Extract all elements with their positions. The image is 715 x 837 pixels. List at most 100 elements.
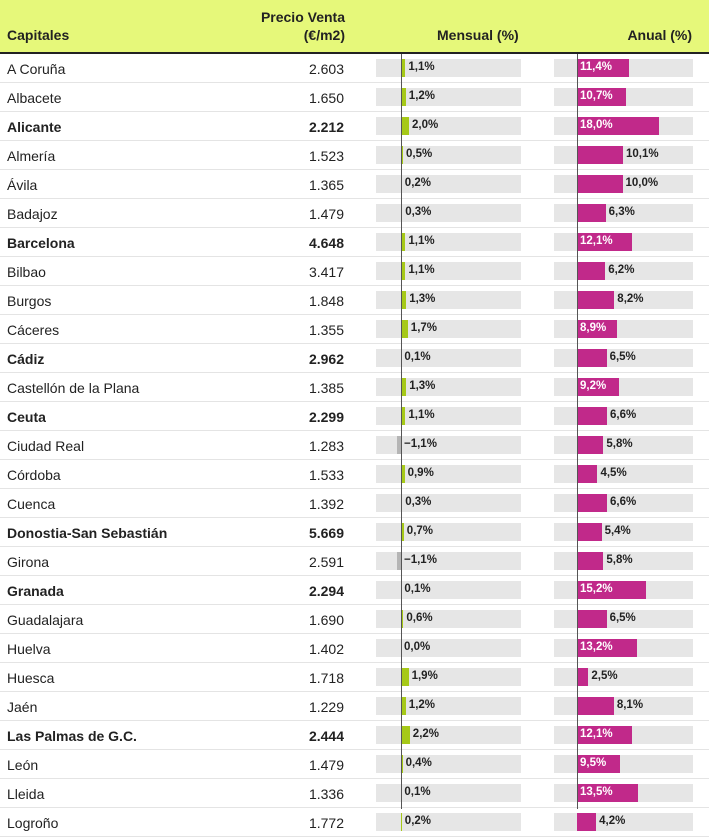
anual-label: 10,1% bbox=[626, 148, 659, 160]
anual-label: 12,1% bbox=[580, 728, 613, 740]
mensual-label: 0,0% bbox=[404, 641, 430, 653]
anual-bar bbox=[577, 610, 607, 628]
capital-name: Lleida bbox=[7, 786, 44, 802]
mensual-label: 1,1% bbox=[408, 235, 434, 247]
anual-bar bbox=[577, 436, 603, 454]
mensual-track: 1,3% bbox=[376, 378, 521, 396]
capital-name: Jaén bbox=[7, 699, 37, 715]
precio-venta: 1.479 bbox=[309, 757, 344, 773]
mensual-track: 0,7% bbox=[376, 523, 521, 541]
anual-bar bbox=[577, 262, 605, 280]
mensual-bar bbox=[401, 726, 410, 744]
mensual-track: −1,1% bbox=[376, 552, 521, 570]
anual-label: 4,5% bbox=[600, 467, 626, 479]
header-mensual: Mensual (%) bbox=[437, 27, 519, 43]
mensual-track: 1,2% bbox=[376, 88, 521, 106]
mensual-label: 1,2% bbox=[409, 699, 435, 711]
anual-track: 18,0% bbox=[554, 117, 693, 135]
anual-track: 10,0% bbox=[554, 175, 693, 193]
capital-name: Cáceres bbox=[7, 322, 59, 338]
anual-bar bbox=[577, 465, 597, 483]
mensual-label: 0,3% bbox=[405, 496, 431, 508]
mensual-track: 0,1% bbox=[376, 581, 521, 599]
mensual-track: 0,5% bbox=[376, 146, 521, 164]
anual-label: 12,1% bbox=[580, 235, 613, 247]
anual-label: 5,8% bbox=[606, 554, 632, 566]
capital-name: Las Palmas de G.C. bbox=[7, 728, 137, 744]
capital-name: Logroño bbox=[7, 815, 58, 831]
precio-venta: 1.848 bbox=[309, 293, 344, 309]
precio-venta: 1.718 bbox=[309, 670, 344, 686]
anual-bar bbox=[577, 552, 603, 570]
capital-name: León bbox=[7, 757, 38, 773]
anual-label: 5,8% bbox=[606, 438, 632, 450]
anual-bar bbox=[577, 146, 623, 164]
anual-bar bbox=[577, 523, 602, 541]
mensual-track: 0,1% bbox=[376, 349, 521, 367]
anual-bar bbox=[577, 291, 614, 309]
anual-bar bbox=[577, 697, 614, 715]
mensual-track: 2,0% bbox=[376, 117, 521, 135]
header-capitales: Capitales bbox=[7, 27, 69, 43]
header-precio: Precio Venta (€/m2) bbox=[261, 8, 345, 44]
precio-venta: 1.772 bbox=[309, 815, 344, 831]
mensual-label: 1,2% bbox=[409, 90, 435, 102]
mensual-label: 0,3% bbox=[405, 206, 431, 218]
mensual-track: 1,1% bbox=[376, 407, 521, 425]
capital-name: Cádiz bbox=[7, 351, 44, 367]
mensual-track: 2,2% bbox=[376, 726, 521, 744]
anual-track: 6,3% bbox=[554, 204, 693, 222]
precio-venta: 1.336 bbox=[309, 786, 344, 802]
mensual-track: 0,6% bbox=[376, 610, 521, 628]
precio-venta: 1.690 bbox=[309, 612, 344, 628]
precio-venta: 1.650 bbox=[309, 90, 344, 106]
precio-venta: 2.444 bbox=[309, 728, 344, 744]
mensual-label: 0,7% bbox=[407, 525, 433, 537]
anual-label: 4,2% bbox=[599, 815, 625, 827]
mensual-label: 0,2% bbox=[405, 177, 431, 189]
anual-label: 6,6% bbox=[610, 496, 636, 508]
mensual-label: 0,5% bbox=[406, 148, 432, 160]
mensual-track: 1,9% bbox=[376, 668, 521, 686]
capital-name: Cuenca bbox=[7, 496, 55, 512]
anual-track: 5,4% bbox=[554, 523, 693, 541]
mensual-bar bbox=[401, 668, 409, 686]
capital-name: Castellón de la Plana bbox=[7, 380, 139, 396]
mensual-bar bbox=[401, 813, 402, 831]
anual-bar bbox=[577, 175, 623, 193]
anual-label: 13,5% bbox=[580, 786, 613, 798]
precio-venta: 1.365 bbox=[309, 177, 344, 193]
mensual-label: 0,6% bbox=[406, 612, 432, 624]
anual-bar bbox=[577, 494, 607, 512]
anual-track: 9,5% bbox=[554, 755, 693, 773]
mensual-track: 1,1% bbox=[376, 59, 521, 77]
anual-track: 6,6% bbox=[554, 494, 693, 512]
mensual-track: 0,2% bbox=[376, 175, 521, 193]
anual-label: 8,9% bbox=[580, 322, 606, 334]
anual-track: 15,2% bbox=[554, 581, 693, 599]
anual-track: 6,6% bbox=[554, 407, 693, 425]
precio-venta: 2.299 bbox=[309, 409, 344, 425]
capital-name: Badajoz bbox=[7, 206, 58, 222]
mensual-track: 0,4% bbox=[376, 755, 521, 773]
anual-label: 10,0% bbox=[626, 177, 659, 189]
mensual-track: 1,7% bbox=[376, 320, 521, 338]
mensual-track: 1,3% bbox=[376, 291, 521, 309]
mensual-track: 1,1% bbox=[376, 233, 521, 251]
anual-track: 8,1% bbox=[554, 697, 693, 715]
anual-label: 15,2% bbox=[580, 583, 613, 595]
anual-track: 11,4% bbox=[554, 59, 693, 77]
anual-track: 5,8% bbox=[554, 436, 693, 454]
anual-track: 4,5% bbox=[554, 465, 693, 483]
